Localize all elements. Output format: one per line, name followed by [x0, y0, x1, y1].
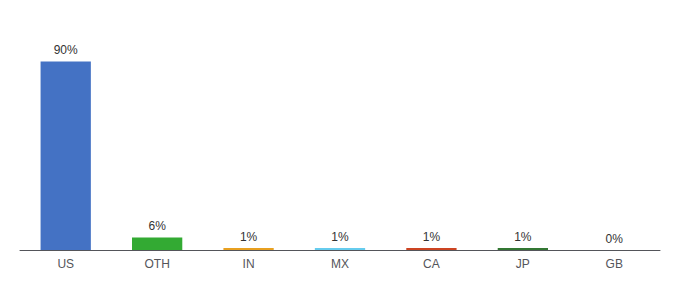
svg-text:GB: GB — [606, 257, 623, 271]
svg-text:CA: CA — [423, 257, 440, 271]
svg-text:1%: 1% — [423, 230, 441, 244]
svg-text:90%: 90% — [54, 43, 78, 57]
svg-text:IN: IN — [243, 257, 255, 271]
svg-text:US: US — [57, 257, 74, 271]
svg-text:1%: 1% — [331, 230, 349, 244]
svg-text:JP: JP — [516, 257, 530, 271]
svg-text:1%: 1% — [514, 230, 532, 244]
svg-text:MX: MX — [331, 257, 349, 271]
svg-text:1%: 1% — [240, 230, 258, 244]
svg-text:OTH: OTH — [144, 257, 169, 271]
svg-text:0%: 0% — [606, 232, 624, 246]
svg-text:6%: 6% — [148, 219, 166, 233]
